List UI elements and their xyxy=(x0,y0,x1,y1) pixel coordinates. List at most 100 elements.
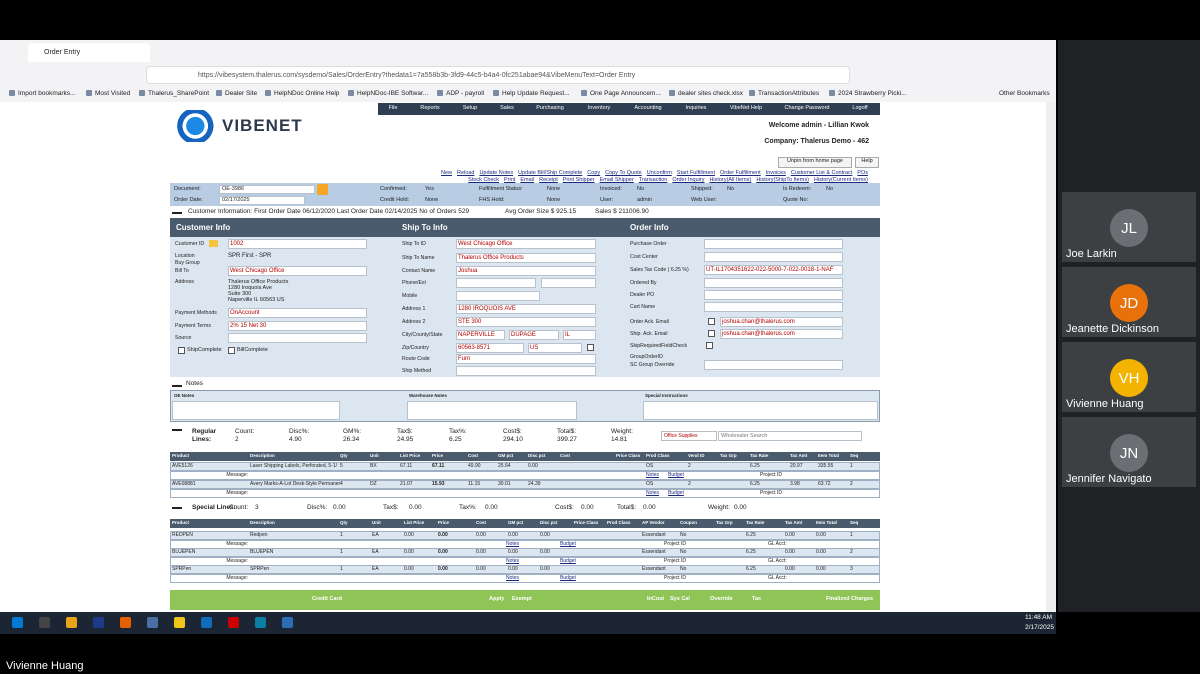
input[interactable] xyxy=(720,329,843,339)
taskbar-icon[interactable] xyxy=(39,617,50,628)
taskbar-icon[interactable] xyxy=(255,617,266,628)
input[interactable] xyxy=(456,278,536,288)
input[interactable] xyxy=(219,185,315,194)
taskbar-icon[interactable] xyxy=(174,617,185,628)
menu-item[interactable]: Inventory xyxy=(587,105,611,111)
bookmark[interactable]: Most Visited xyxy=(95,90,131,97)
action-link[interactable]: Update Notes xyxy=(479,170,514,176)
input[interactable] xyxy=(704,239,843,249)
subrow-label[interactable]: Notes xyxy=(506,541,520,547)
bookmark[interactable]: Import bookmarks... xyxy=(18,90,76,97)
action-link[interactable]: Order Inquiry xyxy=(672,177,705,183)
bookmark[interactable]: 2024 Strawberry Picki... xyxy=(838,90,907,97)
button-label[interactable]: Unpin from home page xyxy=(787,158,843,164)
action-link[interactable]: Receipt xyxy=(539,177,558,183)
input[interactable] xyxy=(509,330,559,340)
action-link[interactable]: Copy xyxy=(587,170,601,176)
input[interactable] xyxy=(456,343,524,353)
textarea[interactable] xyxy=(172,401,340,420)
subrow-label[interactable]: Budget xyxy=(560,541,576,547)
input[interactable] xyxy=(704,252,843,262)
input[interactable] xyxy=(720,317,843,327)
placeholder[interactable]: Wholesaler Search xyxy=(721,433,768,439)
subrow-label[interactable]: Notes xyxy=(646,490,660,496)
bookmark[interactable]: One Page Announcem... xyxy=(590,90,661,97)
action-link[interactable]: Unconfirm xyxy=(646,170,672,176)
menu-item[interactable]: Setup xyxy=(462,105,478,111)
menu-item[interactable]: File xyxy=(388,105,398,111)
subrow-label[interactable]: Budget xyxy=(668,490,684,496)
input[interactable] xyxy=(219,196,305,205)
menu-item[interactable]: Accounting xyxy=(634,105,662,111)
input[interactable] xyxy=(704,302,843,312)
taskbar-icon[interactable] xyxy=(66,617,77,628)
action-link[interactable]: New xyxy=(441,170,453,176)
input[interactable] xyxy=(528,343,582,353)
input[interactable] xyxy=(456,330,505,340)
taskbar-icon[interactable] xyxy=(147,617,158,628)
subrow-label[interactable]: Message: xyxy=(226,472,248,478)
bookmark[interactable]: ADP - payroll xyxy=(446,90,485,97)
action-link[interactable]: Order Fulfillment xyxy=(720,170,761,176)
menu-item[interactable]: Reports xyxy=(420,105,440,111)
dropdown-value[interactable]: Office Supplies xyxy=(664,433,698,439)
input[interactable] xyxy=(456,291,540,301)
scrollbar[interactable] xyxy=(1046,102,1056,612)
action-link[interactable]: Reload xyxy=(457,170,475,176)
button[interactable] xyxy=(778,157,852,168)
input[interactable] xyxy=(704,278,843,288)
input[interactable] xyxy=(541,278,596,288)
textarea[interactable] xyxy=(643,401,878,420)
button-label[interactable]: Help xyxy=(861,158,873,164)
search-input[interactable] xyxy=(718,431,862,441)
input[interactable] xyxy=(456,304,596,314)
subrow-label[interactable]: Notes xyxy=(506,558,520,564)
address-bar[interactable] xyxy=(146,66,850,84)
checkbox[interactable] xyxy=(228,347,235,354)
bookmark[interactable]: TransactionAttributes xyxy=(758,90,820,97)
subrow-label[interactable]: Message: xyxy=(226,558,248,564)
taskbar-icon[interactable] xyxy=(282,617,293,628)
action-link[interactable]: Email xyxy=(520,177,535,183)
action-link[interactable]: Email Shipper xyxy=(599,177,634,183)
subrow-label[interactable]: Notes xyxy=(506,575,520,581)
bookmark[interactable]: dealer sites check.xlsx xyxy=(678,90,744,97)
subrow-label[interactable]: Message: xyxy=(226,541,248,547)
input[interactable] xyxy=(456,366,596,376)
input[interactable] xyxy=(563,330,596,340)
action-link[interactable]: Update Bill/Ship Complete xyxy=(518,170,583,176)
input[interactable] xyxy=(228,333,367,343)
browser-tab[interactable] xyxy=(28,43,150,62)
input[interactable] xyxy=(228,266,367,276)
subrow-label[interactable]: Budget xyxy=(560,575,576,581)
input[interactable] xyxy=(456,239,596,249)
taskbar-icon[interactable] xyxy=(201,617,212,628)
checkbox[interactable] xyxy=(706,342,713,349)
action-link[interactable]: Customer List & Contract xyxy=(790,170,853,176)
action-link[interactable]: Print Shipper xyxy=(562,177,595,183)
action-link[interactable]: POs xyxy=(857,170,868,176)
bookmark[interactable]: Dealer Site xyxy=(225,90,258,97)
subrow-label[interactable]: Budget xyxy=(560,558,576,564)
input[interactable] xyxy=(228,239,367,249)
action-link[interactable]: History(All Items) xyxy=(709,177,752,183)
taskbar-icon[interactable] xyxy=(12,617,23,628)
input[interactable] xyxy=(228,308,367,318)
bookmark[interactable]: Help Update Request... xyxy=(502,90,570,97)
input[interactable] xyxy=(456,253,596,263)
textarea[interactable] xyxy=(407,401,577,420)
dropdown[interactable] xyxy=(661,431,717,441)
checkbox[interactable] xyxy=(708,318,715,325)
checkbox[interactable] xyxy=(587,344,594,351)
menu-item[interactable]: Logoff xyxy=(852,105,868,111)
checkbox[interactable] xyxy=(178,347,185,354)
action-link[interactable]: History(ShipTo Items) xyxy=(756,177,809,183)
input[interactable] xyxy=(704,360,843,370)
subrow-label[interactable]: Budget xyxy=(668,472,684,478)
action-link[interactable]: Invoices xyxy=(765,170,786,176)
input[interactable] xyxy=(704,265,843,275)
input[interactable] xyxy=(704,290,843,300)
action-link[interactable]: Transaction xyxy=(638,177,668,183)
subrow-label[interactable]: Notes xyxy=(646,472,660,478)
checkbox[interactable] xyxy=(708,330,715,337)
